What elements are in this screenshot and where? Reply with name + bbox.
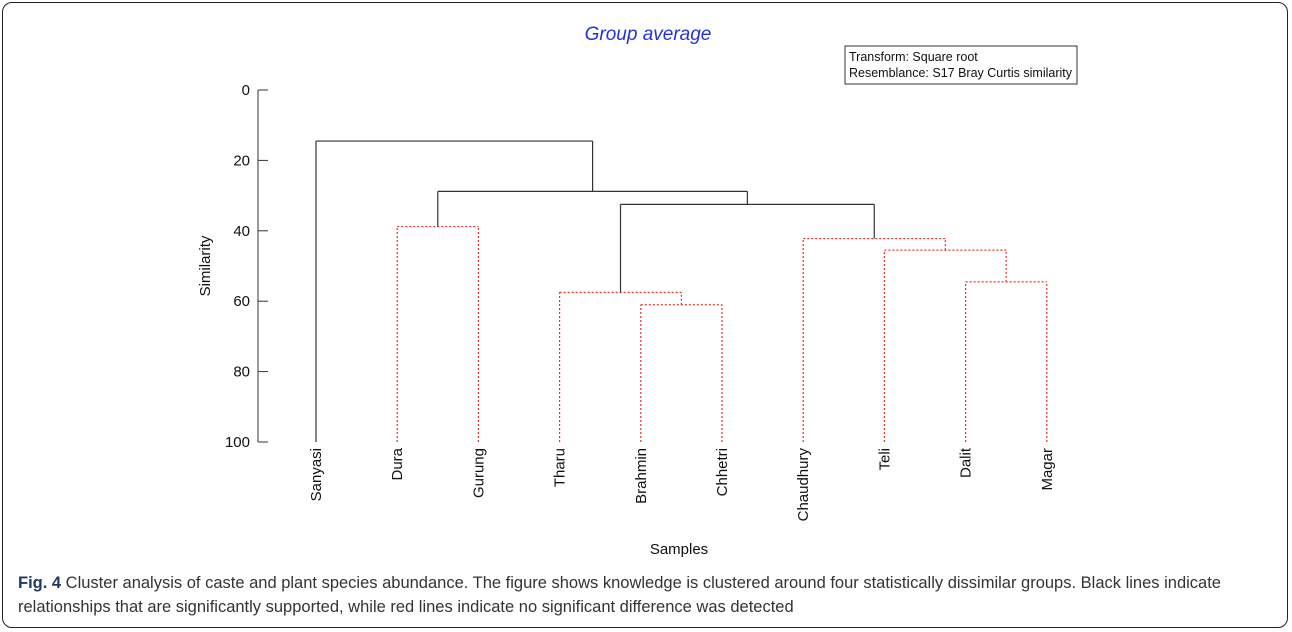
figure-caption: Fig. 4 Cluster analysis of caste and pla… xyxy=(18,571,1280,619)
y-axis-label: Similarity xyxy=(197,235,214,296)
x-axis-label: Samples xyxy=(650,541,708,558)
leaf-label: Teli xyxy=(876,448,893,471)
leaf-label: Gurung xyxy=(470,448,487,498)
y-tick-label: 60 xyxy=(233,293,250,310)
y-ticks: 0 20 40 60 80 100 xyxy=(225,82,268,451)
leaf-label: Dura xyxy=(389,447,406,480)
info-box-line-2: Resemblance: S17 Bray Curtis similarity xyxy=(849,66,1073,80)
info-box: Transform: Square root Resemblance: S17 … xyxy=(844,45,1078,85)
y-tick-label: 40 xyxy=(233,223,250,240)
info-box-line-1: Transform: Square root xyxy=(849,50,978,64)
leaf-label: Tharu xyxy=(552,448,569,487)
leaf-label: Magar xyxy=(1039,448,1056,491)
y-tick-label: 0 xyxy=(242,82,250,99)
leaf-label: Sanyasi xyxy=(308,448,325,501)
y-tick-label: 80 xyxy=(233,364,250,381)
leaf-label: Chaudhury xyxy=(795,448,812,522)
dendrogram-links xyxy=(315,140,1048,442)
y-tick-label: 20 xyxy=(233,152,250,169)
dendrogram-chart: Group average Transform: Square root Res… xyxy=(197,24,1078,558)
y-tick-label: 100 xyxy=(225,434,250,451)
caption-label: Fig. 4 xyxy=(18,574,62,592)
chart-title: Group average xyxy=(585,24,712,45)
caption-text: Cluster analysis of caste and plant spec… xyxy=(18,574,1221,616)
leaf-label: Brahmin xyxy=(633,448,650,504)
leaf-label: Chhetri xyxy=(714,448,731,496)
leaf-labels: Sanyasi Dura Gurung Tharu Brahmin Chhetri Chau… xyxy=(308,447,1056,521)
leaf-label: Dalit xyxy=(958,447,975,478)
